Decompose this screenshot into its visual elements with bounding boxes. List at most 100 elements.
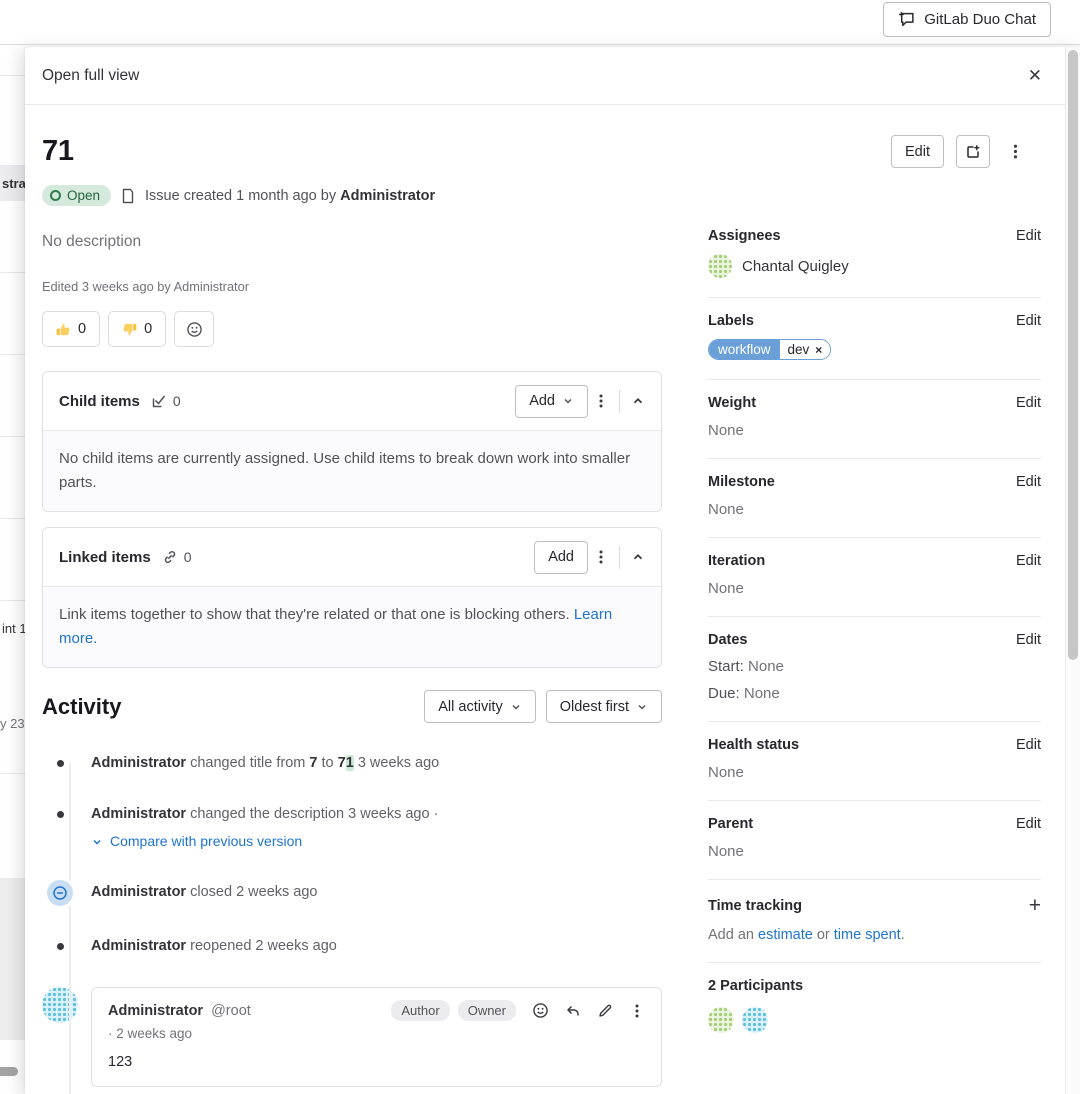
drawer-header: Open full view ✕: [25, 47, 1080, 105]
comment-more-actions-button[interactable]: [629, 1003, 645, 1019]
time-tracking-help-text: Add an estimate or time spent.: [708, 927, 905, 943]
assignees-edit-button[interactable]: Edit: [1016, 228, 1041, 244]
sidebar-section-parent: Parent Edit None: [708, 801, 1041, 880]
edited-note: Edited 3 weeks ago by Administrator: [42, 279, 249, 294]
participants-title: 2 Participants: [708, 978, 804, 994]
issue-description-empty: No description: [42, 233, 142, 250]
kebab-menu-icon: [599, 394, 603, 408]
background-divider: [0, 600, 26, 601]
parent-value: None: [708, 843, 744, 860]
sidebar-section-health-status: Health status Edit None: [708, 722, 1041, 801]
label-remove-icon[interactable]: ×: [815, 342, 823, 357]
comment-add-reaction-button[interactable]: [532, 1002, 549, 1019]
new-item-icon: [967, 144, 980, 158]
activity-filter-dropdown[interactable]: All activity: [424, 690, 536, 723]
estimate-link[interactable]: estimate: [758, 927, 813, 943]
comment-reply-button[interactable]: [565, 1003, 581, 1019]
assignee-name[interactable]: Chantal Quigley: [742, 257, 849, 275]
parent-title: Parent: [708, 816, 754, 832]
reply-arrow-icon: [567, 1005, 579, 1015]
linked-items-more-actions-button[interactable]: [588, 541, 614, 574]
new-related-item-button[interactable]: [956, 135, 990, 168]
comment-author-handle[interactable]: @root: [211, 1002, 251, 1019]
chevron-up-icon: [633, 554, 643, 560]
edit-issue-button[interactable]: Edit: [891, 135, 944, 168]
child-items-count: 0: [151, 393, 181, 409]
participant-avatar[interactable]: [742, 1007, 768, 1033]
divider: [619, 389, 620, 413]
weight-edit-button[interactable]: Edit: [1016, 395, 1041, 411]
author-badge: Author: [391, 1000, 450, 1021]
gitlab-duo-chat-button[interactable]: GitLab Duo Chat: [883, 2, 1051, 37]
background-divider: [0, 75, 26, 76]
thumbs-down-icon: [122, 322, 137, 337]
child-items-title: Child items: [59, 392, 140, 410]
open-full-view-link[interactable]: Open full view: [42, 66, 140, 84]
issue-more-actions-button[interactable]: [1002, 135, 1028, 168]
comment-author-avatar[interactable]: [42, 987, 78, 1023]
dates-edit-button[interactable]: Edit: [1016, 632, 1041, 648]
timeline-dot-icon: [56, 943, 64, 950]
background-text-fragment: int 1: [2, 621, 26, 636]
label-scope: workflow: [709, 340, 780, 359]
labels-title: Labels: [708, 313, 754, 329]
milestone-edit-button[interactable]: Edit: [1016, 474, 1041, 490]
event-text: Administrator changed the description 3 …: [91, 804, 438, 852]
parent-edit-button[interactable]: Edit: [1016, 816, 1041, 832]
time-tracking-add-button[interactable]: +: [1028, 894, 1041, 917]
created-text: Issue created 1 month ago by Administrat…: [145, 187, 436, 204]
weight-value: None: [708, 422, 744, 439]
child-items-add-button[interactable]: Add: [515, 384, 588, 418]
background-text-fragment: stra: [0, 165, 26, 201]
comment-note: Administrator @root Author Owner: [42, 987, 662, 1087]
iteration-edit-button[interactable]: Edit: [1016, 553, 1041, 569]
background-panel-fragment: [0, 878, 26, 1040]
participant-avatar[interactable]: [708, 1007, 734, 1033]
child-items-widget: Child items 0 Add: [42, 371, 662, 512]
health-status-edit-button[interactable]: Edit: [1016, 737, 1041, 753]
assignee-avatar[interactable]: [708, 254, 732, 278]
thumbs-down-button[interactable]: 0: [108, 311, 167, 347]
background-divider: [0, 773, 26, 774]
created-author: Administrator: [340, 187, 436, 204]
sidebar-section-milestone: Milestone Edit None: [708, 459, 1041, 538]
compare-previous-version-link[interactable]: Compare with previous version: [91, 831, 438, 852]
scrollbar-thumb[interactable]: [1068, 50, 1078, 660]
milestone-title: Milestone: [708, 474, 775, 490]
time-spent-link[interactable]: time spent: [833, 927, 901, 943]
linked-items-add-button[interactable]: Add: [534, 540, 588, 574]
activity-sort-dropdown[interactable]: Oldest first: [545, 690, 662, 723]
linked-items-collapse-button[interactable]: [625, 541, 651, 574]
labels-edit-button[interactable]: Edit: [1016, 313, 1041, 329]
weight-title: Weight: [708, 395, 757, 411]
thumbs-up-button[interactable]: 0: [42, 311, 101, 347]
child-items-more-actions-button[interactable]: [588, 385, 614, 418]
scoped-label-workflow-dev[interactable]: workflow dev ×: [708, 339, 832, 360]
iteration-value: None: [708, 580, 744, 597]
activity-title: Activity: [42, 693, 122, 719]
issue-main-column: 71 Open Issue created 1 month ago by Adm…: [42, 105, 662, 1094]
child-items-collapse-button[interactable]: [625, 385, 651, 418]
comment-body: 123: [108, 1054, 133, 1070]
comment-card: Administrator @root Author Owner: [91, 987, 662, 1087]
sidebar-section-dates: Dates Edit Start: None Due: None: [708, 617, 1041, 722]
comment-timestamp[interactable]: · 2 weeks ago: [108, 1026, 193, 1041]
timeline-dot-icon: [56, 811, 64, 818]
issue-title: 71: [42, 135, 74, 167]
pencil-icon: [599, 1004, 612, 1017]
task-check-icon: [152, 395, 165, 408]
add-emoji-button[interactable]: [174, 311, 215, 347]
divider: [619, 545, 620, 569]
duo-chat-label: GitLab Duo Chat: [924, 11, 1036, 28]
child-items-header: Child items 0 Add: [43, 372, 661, 430]
event-text: Administrator changed title from 7 to 71…: [91, 755, 440, 771]
learn-more-link[interactable]: Learn more.: [59, 606, 613, 647]
sidebar-section-labels: Labels Edit workflow dev ×: [708, 298, 1041, 380]
issue-status-row: Open Issue created 1 month ago by Admini…: [42, 185, 662, 206]
iteration-title: Iteration: [708, 553, 766, 569]
comment-author-name[interactable]: Administrator: [108, 1002, 204, 1019]
comment-edit-button[interactable]: [597, 1003, 613, 1019]
close-icon[interactable]: ✕: [1027, 66, 1042, 85]
timeline-dot-icon: [56, 760, 64, 767]
linked-items-widget: Linked items 0 Add: [42, 527, 662, 668]
